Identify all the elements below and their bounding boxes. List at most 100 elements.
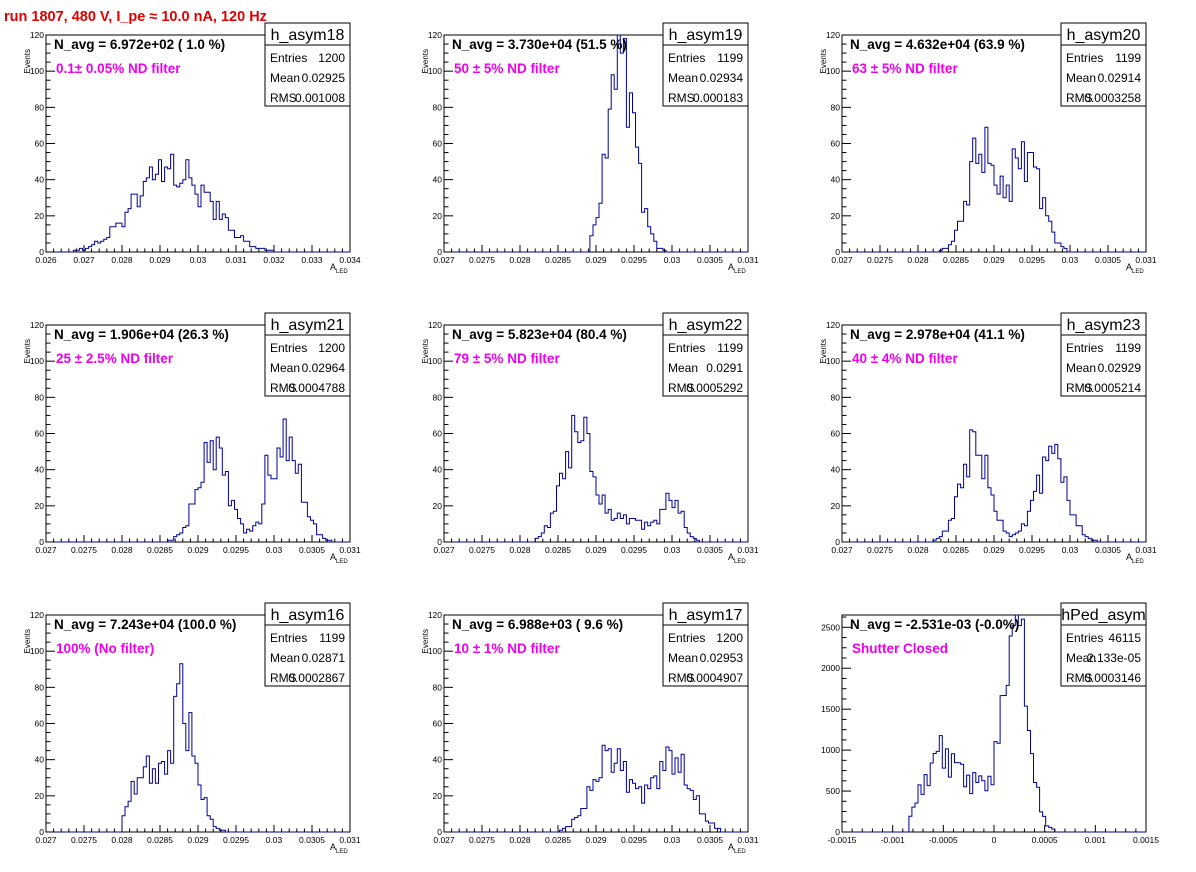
stat-value-rms: 0.0004788: [288, 381, 345, 395]
y-tick-label: 80: [433, 392, 443, 402]
y-tick-label: 120: [30, 30, 44, 40]
x-tick-label: 0.029: [585, 835, 607, 845]
stat-label-rms: RMS: [1066, 671, 1093, 685]
x-tick-label: 0.028: [509, 545, 531, 555]
x-tick-label: 0.0285: [545, 835, 571, 845]
y-tick-label: 120: [826, 30, 840, 40]
y-tick-label: 60: [433, 139, 443, 149]
x-tick-label: 0.031: [225, 255, 247, 265]
histogram-line: [842, 429, 1146, 543]
x-tick-label: 0.032: [263, 255, 285, 265]
navg-label: N_avg = 6.972e+02 ( 1.0 %): [54, 37, 225, 52]
x-tick-label: 0.03: [1062, 545, 1079, 555]
x-tick-label: 0.029: [585, 255, 607, 265]
histogram-name: h_asym22: [669, 317, 743, 334]
stats-box: [1060, 22, 1147, 107]
stat-label-mean: Mean: [1066, 361, 1096, 375]
x-tick-label: 0.0005: [1032, 835, 1058, 845]
x-tick-label: 0.0295: [621, 545, 647, 555]
stats-box: [1060, 602, 1147, 687]
stat-value-entries: 1200: [716, 631, 743, 645]
stat-label-mean: Mean: [668, 651, 698, 665]
stats-box: [264, 22, 351, 107]
y-tick-label: 60: [433, 429, 443, 439]
y-tick-label: 100: [428, 646, 442, 656]
y-axis-label: Events: [23, 49, 32, 73]
stat-value-mean: 0.02871: [302, 651, 346, 665]
filter-annotation: 10 ± 1% ND filter: [454, 641, 560, 656]
y-tick-label: 40: [831, 175, 841, 185]
y-tick-label: 40: [35, 175, 45, 185]
x-tick-label: 0.0275: [71, 545, 97, 555]
navg-label: N_avg = 6.988e+03 ( 9.6 %): [452, 617, 623, 632]
y-tick-label: 100: [30, 356, 44, 366]
stat-value-mean: 0.02953: [700, 651, 744, 665]
x-tick-label: 0.0305: [1095, 545, 1121, 555]
x-tick-label: 0.0285: [147, 545, 173, 555]
stat-label-rms: RMS: [270, 91, 297, 105]
stat-value-entries: 1199: [717, 51, 743, 65]
x-tick-label: 0.0305: [697, 835, 723, 845]
histogram-line: [46, 663, 350, 833]
y-tick-label: 60: [433, 719, 443, 729]
x-tick-label: 0.03: [266, 835, 283, 845]
x-tick-label: 0.028: [111, 835, 133, 845]
y-tick-label: 80: [433, 102, 443, 112]
x-tick-label: 0.027: [831, 545, 853, 555]
histogram-line: [842, 614, 1146, 833]
x-tick-label: 0.027: [35, 545, 57, 555]
x-tick-label: 0.03: [664, 255, 681, 265]
y-tick-label: 120: [30, 320, 44, 330]
y-tick-label: 20: [35, 211, 45, 221]
y-tick-label: 100: [30, 646, 44, 656]
histogram-line: [842, 126, 1146, 253]
histogram-panel-h_asym22: 0.027 0.0275 0.028 0.0285 0.029 0.0295 0.03 0.0…: [421, 312, 759, 565]
y-axis-label: Events: [421, 629, 430, 653]
x-tick-label: 0.0275: [71, 835, 97, 845]
histogram-line: [46, 153, 350, 253]
x-tick-label: 0.031: [737, 835, 759, 845]
histogram-name: hPed_asym: [1061, 607, 1146, 624]
x-tick-label: 0: [992, 835, 997, 845]
histogram-name: h_asym19: [669, 27, 743, 44]
x-tick-label: 0.027: [433, 545, 455, 555]
x-tick-label: 0.031: [1135, 545, 1157, 555]
y-tick-label: 60: [831, 139, 841, 149]
histogram-line: [444, 34, 748, 253]
y-tick-label: 100: [428, 66, 442, 76]
stat-value-mean: 0.0291: [706, 361, 743, 375]
stat-label-entries: Entries: [1066, 51, 1103, 65]
x-tick-label: 0.029: [187, 835, 209, 845]
y-tick-label: 0: [437, 827, 442, 837]
histogram-panel-hPed_asym: -0.0015 -0.001 -0.0005 0 0.0005 0.001 0.0015 0 5…: [821, 602, 1159, 845]
stat-label-mean: Mean: [270, 361, 300, 375]
x-axis-label: ALED: [1126, 552, 1144, 565]
x-tick-label: 0.0015: [1133, 835, 1159, 845]
x-tick-label: 0.029: [187, 545, 209, 555]
x-tick-label: 0.028: [509, 835, 531, 845]
x-tick-label: 0.031: [339, 835, 361, 845]
x-tick-label: 0.031: [1135, 255, 1157, 265]
stats-box: [662, 602, 749, 687]
x-tick-label: 0.0275: [469, 255, 495, 265]
x-tick-label: 0.0285: [545, 255, 571, 265]
navg-label: N_avg = 3.730e+04 (51.5 %): [452, 37, 627, 52]
y-tick-label: 120: [428, 320, 442, 330]
x-tick-label: 0.027: [433, 835, 455, 845]
y-tick-label: 40: [433, 755, 443, 765]
filter-annotation: Shutter Closed: [852, 641, 948, 656]
x-tick-label: 0.0305: [299, 545, 325, 555]
x-axis-label: ALED: [728, 262, 746, 275]
stat-value-rms: 0.0004907: [686, 671, 743, 685]
stat-label-rms: RMS: [668, 91, 695, 105]
y-tick-label: 60: [35, 719, 45, 729]
x-axis-label: ALED: [1126, 262, 1144, 275]
y-tick-label: 40: [35, 755, 45, 765]
y-tick-label: 0: [39, 537, 44, 547]
histogram-panel-h_asym16: 0.027 0.0275 0.028 0.0285 0.029 0.0295 0.03 0.0…: [23, 602, 361, 855]
stat-label-entries: Entries: [1066, 341, 1103, 355]
histogram-line: [444, 414, 748, 543]
x-tick-label: 0.027: [831, 255, 853, 265]
x-tick-label: 0.0305: [1095, 255, 1121, 265]
x-tick-label: 0.029: [983, 255, 1005, 265]
